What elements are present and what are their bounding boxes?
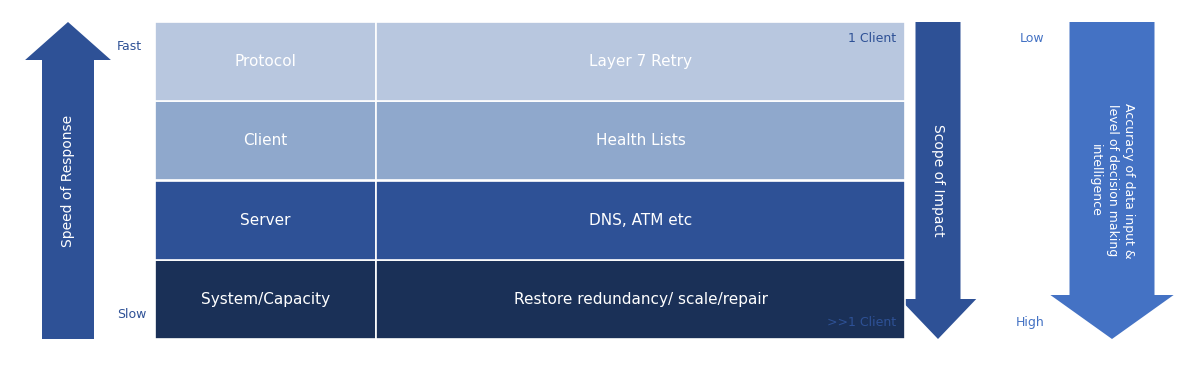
Bar: [155, 181, 376, 260]
Bar: [155, 260, 376, 339]
Text: Protocol: Protocol: [235, 54, 296, 69]
Text: 1 Client: 1 Client: [848, 32, 896, 45]
Text: DNS, ATM etc: DNS, ATM etc: [589, 212, 692, 228]
FancyArrow shape: [25, 22, 111, 339]
Text: Low: Low: [1020, 32, 1044, 45]
FancyArrow shape: [899, 22, 976, 339]
Bar: [155, 22, 376, 101]
Bar: [155, 101, 376, 181]
Text: Slow: Slow: [117, 308, 147, 321]
Bar: [376, 101, 905, 181]
Text: Fast: Fast: [117, 40, 142, 53]
Text: Speed of Response: Speed of Response: [61, 115, 75, 247]
Text: Restore redundancy/ scale/repair: Restore redundancy/ scale/repair: [514, 292, 768, 307]
Text: Health Lists: Health Lists: [596, 133, 685, 148]
Text: >>1 Client: >>1 Client: [827, 316, 896, 329]
Text: High: High: [1015, 316, 1044, 329]
Text: Layer 7 Retry: Layer 7 Retry: [589, 54, 692, 69]
Bar: [376, 22, 905, 101]
Text: Server: Server: [241, 212, 291, 228]
Text: Scope of Impact: Scope of Impact: [931, 124, 945, 237]
Text: Client: Client: [243, 133, 288, 148]
FancyArrow shape: [1050, 22, 1174, 339]
Text: System/Capacity: System/Capacity: [201, 292, 330, 307]
Bar: [376, 260, 905, 339]
Bar: [376, 181, 905, 260]
Text: Accuracy of data input &
level of decision making
intelligence: Accuracy of data input & level of decisi…: [1088, 103, 1135, 258]
